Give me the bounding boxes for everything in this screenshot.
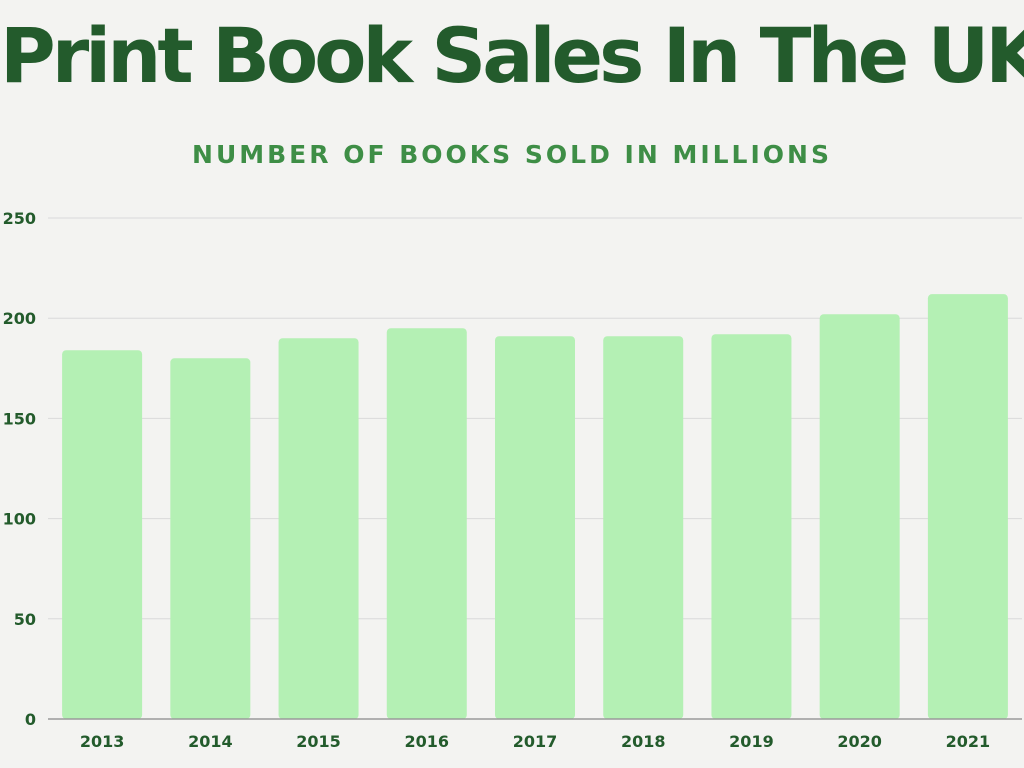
- y-tick-label: 200: [3, 309, 36, 328]
- axes: 0 50 100 150 200 250 2013 2014 2015 2016 2017 2018 2…: [3, 209, 1022, 751]
- y-tick-label: 0: [25, 710, 36, 729]
- bar-2013: [62, 350, 143, 719]
- bar-2020: [819, 314, 900, 719]
- x-tick-label: 2019: [729, 732, 774, 751]
- chart-title: Print Book Sales In The UK: [0, 11, 1024, 100]
- bars: [62, 294, 1008, 719]
- y-tick-label: 50: [14, 610, 36, 629]
- bar-2017: [495, 336, 575, 719]
- x-tick-label: 2018: [621, 732, 666, 751]
- bar-2021: [927, 294, 1008, 719]
- x-tick-label: 2017: [513, 732, 558, 751]
- y-tick-label: 150: [3, 409, 36, 428]
- y-tick-label: 100: [3, 510, 36, 529]
- bar-2014: [170, 358, 251, 719]
- x-tick-label: 2015: [296, 732, 341, 751]
- bar-2018: [603, 336, 684, 719]
- x-tick-label: 2013: [80, 732, 125, 751]
- chart-subtitle: NUMBER OF BOOKS SOLD IN MILLIONS: [192, 140, 832, 169]
- x-tick-label: 2020: [837, 732, 882, 751]
- x-tick-label: 2016: [405, 732, 450, 751]
- bar-2019: [711, 334, 792, 719]
- y-tick-label: 250: [3, 209, 36, 228]
- x-tick-label: 2014: [188, 732, 233, 751]
- x-tick-label: 2021: [946, 732, 991, 751]
- bar-2015: [278, 338, 359, 719]
- bar-2016: [386, 328, 467, 719]
